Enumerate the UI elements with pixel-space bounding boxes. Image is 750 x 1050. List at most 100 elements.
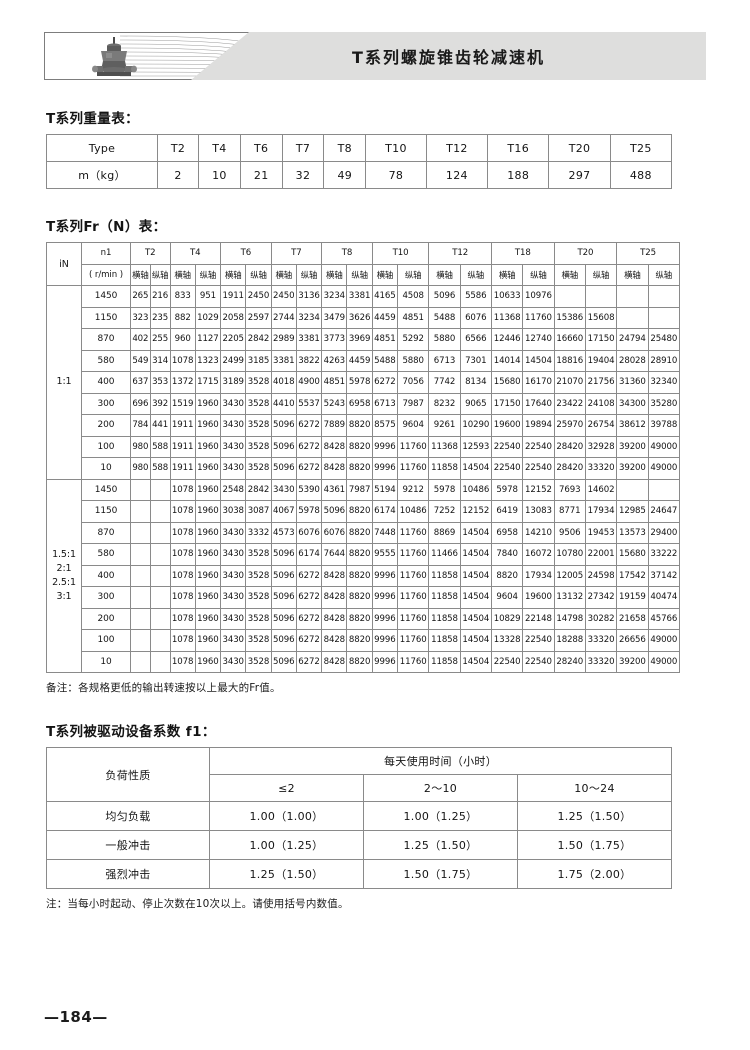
table-cell: 22540 — [490, 650, 524, 673]
fr-subheader-vertical-shaft: 纵轴 — [459, 263, 492, 286]
page-number: —184— — [44, 1008, 108, 1026]
fr-speed-value: 1450 — [81, 285, 131, 308]
table-cell: 5096 — [270, 650, 297, 673]
table-cell: 32928 — [584, 435, 618, 458]
table-cell — [149, 607, 171, 630]
fr-subheader-horizontal-shaft: 横轴 — [169, 263, 196, 286]
table-cell: 14504 — [459, 629, 492, 652]
table-cell: 3528 — [245, 607, 272, 630]
table-cell: 10 — [198, 161, 241, 189]
f1-load-label: 一般冲击 — [46, 830, 210, 860]
table-cell: 3430 — [220, 586, 247, 609]
table-cell — [149, 564, 171, 587]
table-cell: 14504 — [459, 457, 492, 480]
fr-header-model: T8 — [321, 242, 373, 265]
table-cell: 1.00（1.00） — [209, 801, 364, 831]
table-row: 400 1078 1960 3430 3528 5096 6272 8428 8820 9996 1… — [47, 564, 681, 587]
table-cell: 25970 — [553, 414, 586, 437]
table-cell: 3528 — [245, 629, 272, 652]
fr-subheader-horizontal-shaft: 横轴 — [220, 263, 247, 286]
table-cell — [149, 629, 171, 652]
table-cell: 29400 — [647, 521, 681, 544]
table-cell: 1960 — [194, 521, 222, 544]
f1-header-load: 负荷性质 — [46, 747, 210, 802]
table-cell: 7742 — [428, 371, 461, 394]
f1-header-row-hours: 负荷性质 每天使用时间（小时） — [46, 747, 672, 802]
table-cell: 1.50（1.75） — [363, 859, 518, 889]
table-cell: 78 — [365, 161, 427, 189]
table-cell: 3528 — [245, 457, 272, 480]
table-cell: 14504 — [459, 586, 492, 609]
table-cell: 35280 — [647, 392, 681, 415]
table-cell: 11760 — [397, 607, 430, 630]
table-row: 300 1078 1960 3430 3528 5096 6272 8428 8820 9996 1… — [47, 586, 681, 609]
table-cell: T8 — [323, 134, 367, 162]
table-cell: 3234 — [321, 285, 348, 308]
table-cell: 6566 — [459, 328, 492, 351]
table-cell: 25480 — [647, 328, 681, 351]
table-row: 强烈冲击 1.25（1.50） 1.50（1.75） 1.75（2.00） — [46, 859, 672, 889]
fr-speed-value: 580 — [81, 543, 131, 566]
table-cell: 10780 — [553, 543, 586, 566]
table-cell: 11466 — [428, 543, 461, 566]
table-cell: 353 — [149, 371, 171, 394]
table-cell: 1078 — [169, 521, 196, 544]
table-cell: 14504 — [522, 349, 555, 372]
table-cell: 1.25（1.50） — [517, 801, 672, 831]
table-cell: 45766 — [647, 607, 681, 630]
fr-subheader-vertical-shaft: 纵轴 — [584, 263, 618, 286]
table-cell: 11858 — [428, 457, 461, 480]
table-cell: T7 — [281, 134, 325, 162]
header-title-bar: T系列螺旋锥齿轮减速机 — [191, 32, 706, 80]
table-cell: 6958 — [346, 392, 373, 415]
table-cell: 3189 — [220, 371, 247, 394]
fr-speed-value: 10 — [81, 650, 131, 673]
table-cell: 1960 — [194, 607, 222, 630]
table-cell: 255 — [149, 328, 171, 351]
table-row: 300 696 392 1519 1960 3430 3528 4410 5537 5243 695… — [47, 392, 681, 415]
table-cell: 33320 — [584, 457, 618, 480]
fr-subheader-vertical-shaft: 纵轴 — [522, 263, 555, 286]
fr-speed-value: 10 — [81, 457, 131, 480]
page-header-banner: T系列螺旋锥齿轮减速机 — [44, 32, 706, 80]
table-cell: 9996 — [371, 435, 399, 458]
table-cell: 6272 — [295, 650, 323, 673]
table-cell: 7693 — [553, 478, 586, 501]
fr-subheader-horizontal-shaft: 横轴 — [270, 263, 297, 286]
table-row: 580 549 314 1078 1323 2499 3185 3381 3822 4263 445… — [47, 349, 681, 372]
table-row: 均匀负载 1.00（1.00） 1.00（1.25） 1.25（1.50） — [46, 801, 672, 831]
f1-header-row-ranges: ≤2 2～10 10～24 — [47, 774, 672, 802]
table-cell: 6076 — [321, 521, 348, 544]
table-cell — [149, 478, 171, 501]
table-cell: 1960 — [194, 478, 222, 501]
table-cell: 833 — [169, 285, 196, 308]
table-cell: 1960 — [194, 564, 222, 587]
table-cell: 8428 — [321, 607, 348, 630]
table-cell: 3430 — [220, 435, 247, 458]
fr-subheader-horizontal-shaft: 横轴 — [371, 263, 399, 286]
table-cell: 28240 — [553, 650, 586, 673]
table-cell: 7644 — [321, 543, 348, 566]
table-cell — [616, 306, 649, 329]
fr-header-n1: n1 — [81, 242, 131, 265]
table-cell: 951 — [194, 285, 222, 308]
table-cell: 12985 — [616, 500, 649, 523]
table-cell: 9506 — [553, 521, 586, 544]
table-cell: 5096 — [270, 607, 297, 630]
table-cell: 22001 — [584, 543, 618, 566]
table-cell: 21070 — [553, 371, 586, 394]
table-cell: 8771 — [553, 500, 586, 523]
table-cell: 17640 — [522, 392, 555, 415]
table-cell: 1960 — [194, 629, 222, 652]
table-cell: 8428 — [321, 629, 348, 652]
table-cell: 14504 — [459, 650, 492, 673]
fr-subheader-vertical-shaft: 纵轴 — [194, 263, 222, 286]
table-cell: 10633 — [490, 285, 524, 308]
table-row: 1:1 1450 265 216 833 951 1911 2450 2450 3136 3234 3… — [46, 285, 681, 480]
table-cell: 14504 — [459, 564, 492, 587]
fr-speed-value: 870 — [81, 521, 131, 544]
table-cell: 7448 — [371, 521, 399, 544]
table-cell: 32340 — [647, 371, 681, 394]
fr-table-body: 1:1 1450 265 216 833 951 1911 2450 2450 3136 3234 3… — [46, 285, 681, 673]
table-cell: 10486 — [397, 500, 430, 523]
